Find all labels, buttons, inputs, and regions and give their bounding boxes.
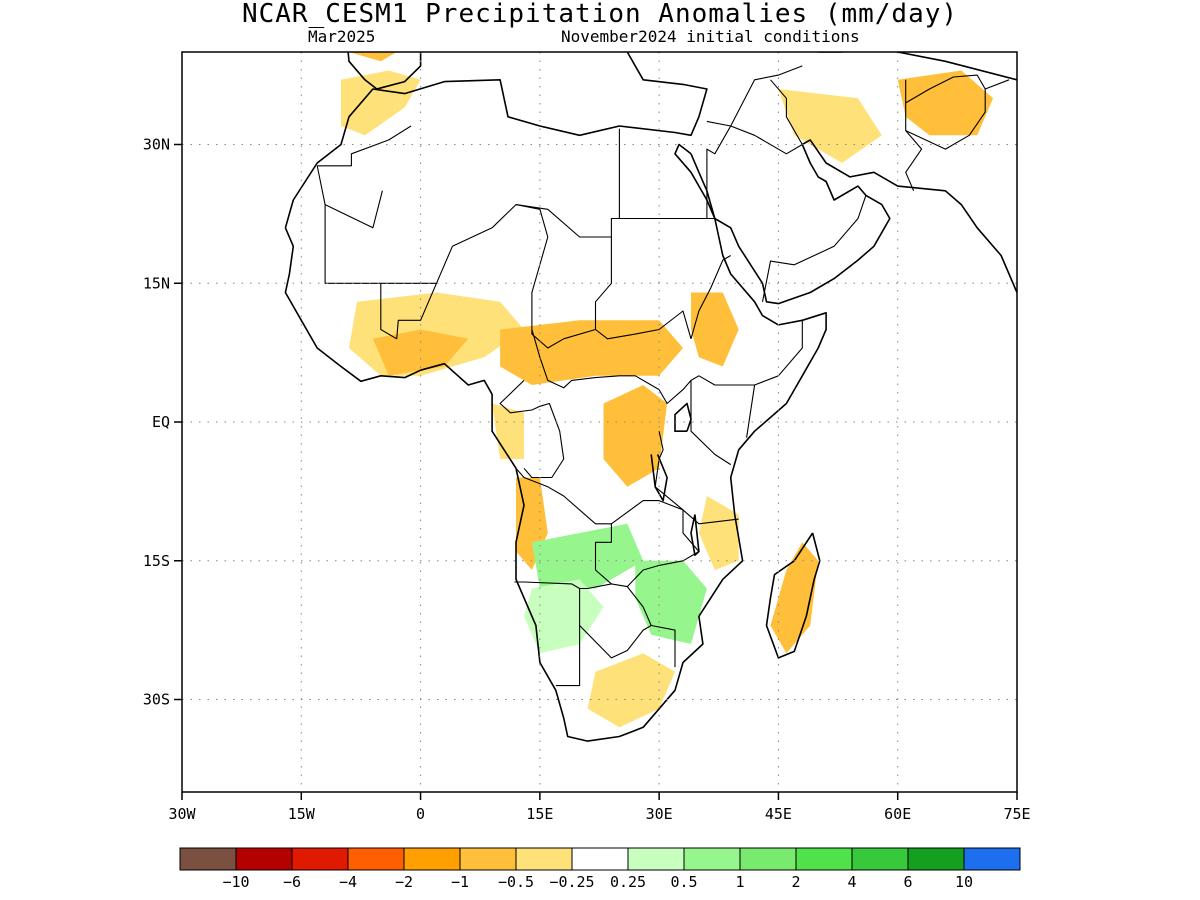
lon-tick-label: 0: [416, 805, 425, 823]
lon-tick-label: 60E: [884, 805, 911, 823]
colorbar-swatch: [291, 847, 349, 871]
country-border: [594, 237, 692, 340]
colorbar-swatch: [851, 847, 909, 871]
lat-tick-label: EQ: [152, 413, 170, 431]
anomaly-shading: [341, 52, 994, 728]
colorbar-swatch: [403, 847, 461, 871]
coastline: [674, 402, 692, 433]
country-border: [761, 195, 867, 302]
lon-tick-label: 30E: [646, 805, 673, 823]
colorbar: [179, 847, 1021, 871]
coastline: [347, 52, 422, 90]
colorbar-swatch: [347, 847, 405, 871]
country-border: [396, 283, 438, 339]
coastline: [650, 454, 668, 502]
coastline: [690, 514, 700, 557]
lon-tick-label: 45E: [765, 805, 792, 823]
colorbar-label: −4: [339, 873, 357, 891]
lat-tick-label: 15N: [143, 274, 170, 292]
country-border: [626, 586, 652, 626]
coastline: [284, 52, 1017, 229]
colorbar-swatch: [627, 847, 685, 871]
colorbar-label: −6: [283, 873, 301, 891]
country-border: [555, 588, 581, 687]
colorbar-label: 0.25: [610, 873, 646, 891]
colorbar-label: 6: [903, 873, 912, 891]
country-border: [579, 624, 676, 668]
anomaly-region: [500, 320, 683, 385]
anomaly-region: [492, 403, 524, 459]
colorbar-label: 2: [791, 873, 800, 891]
country-border: [754, 320, 803, 386]
anomaly-region: [897, 70, 994, 136]
coastline: [690, 139, 1017, 305]
anomaly-region: [341, 70, 421, 136]
colorbar-label: 0.5: [670, 873, 697, 891]
anomaly-region: [698, 496, 739, 570]
lon-tick-label: 75E: [1003, 805, 1030, 823]
country-border: [770, 79, 803, 145]
lat-tick-label: 30N: [143, 136, 170, 154]
colorbar-swatch: [683, 847, 741, 871]
latitude-axis: 30N 15N EQ 15S 30S: [143, 136, 182, 709]
colorbar-swatch: [459, 847, 517, 871]
lon-tick-label: 30W: [168, 805, 196, 823]
country-border: [658, 375, 756, 438]
anomaly-region: [778, 89, 882, 163]
lon-tick-label: 15E: [526, 805, 553, 823]
anomaly-region: [603, 385, 668, 487]
longitude-axis: 30W 15W 0 15E 30E 45E 60E 75E: [168, 792, 1031, 823]
map-title: NCAR_CESM1 Precipitation Anomalies (mm/d…: [241, 0, 959, 29]
coastlines: [284, 52, 1017, 742]
lat-tick-label: 30S: [143, 691, 170, 709]
country-border: [905, 79, 923, 192]
country-border: [690, 380, 731, 466]
country-border: [905, 89, 986, 150]
colorbar-swatch: [739, 847, 797, 871]
initial-conditions: November2024 initial conditions: [561, 27, 860, 46]
colorbar-label: 4: [847, 873, 856, 891]
colorbar-label: 10: [955, 873, 973, 891]
country-border: [316, 165, 383, 229]
anomaly-region: [531, 523, 644, 589]
coastline: [284, 143, 827, 742]
colorbar-swatch: [907, 847, 965, 871]
country-border: [499, 380, 565, 479]
country-border: [514, 467, 612, 590]
graticule: [182, 52, 1017, 792]
colorbar-label: −10: [222, 873, 249, 891]
forecast-month: Mar2025: [308, 27, 376, 46]
colorbar-label: −1: [451, 873, 469, 891]
colorbar-swatch: [795, 847, 853, 871]
colorbar-swatch: [515, 847, 573, 871]
country-border: [654, 431, 739, 525]
colorbar-swatch: [179, 847, 237, 871]
lon-tick-label: 15W: [288, 805, 316, 823]
country-border: [905, 74, 1010, 104]
country-border: [706, 65, 803, 127]
colorbar-swatch: [571, 847, 629, 871]
colorbar-label: −0.5: [498, 873, 534, 891]
anomaly-region: [691, 292, 739, 367]
country-border: [317, 125, 412, 167]
colorbar-label: −0.25: [549, 873, 594, 891]
coastline: [765, 532, 821, 659]
colorbar-label: 1: [735, 873, 744, 891]
colorbar-label: −2: [395, 873, 413, 891]
anomaly-region: [635, 560, 707, 644]
colorbar-swatch: [963, 847, 1021, 871]
country-border: [690, 255, 731, 339]
colorbar-labels: −10 −6 −4 −2 −1 −0.5 −0.25 0.25 0.5 1 2 4 6 10: [222, 873, 973, 891]
anomaly-region: [524, 579, 604, 654]
anomaly-region: [349, 52, 397, 62]
colorbar-swatch: [235, 847, 293, 871]
country-border: [531, 301, 660, 391]
lat-tick-label: 15S: [143, 552, 170, 570]
country-border: [611, 500, 700, 588]
anomaly-region: [770, 542, 819, 654]
anomaly-region: [587, 653, 675, 728]
